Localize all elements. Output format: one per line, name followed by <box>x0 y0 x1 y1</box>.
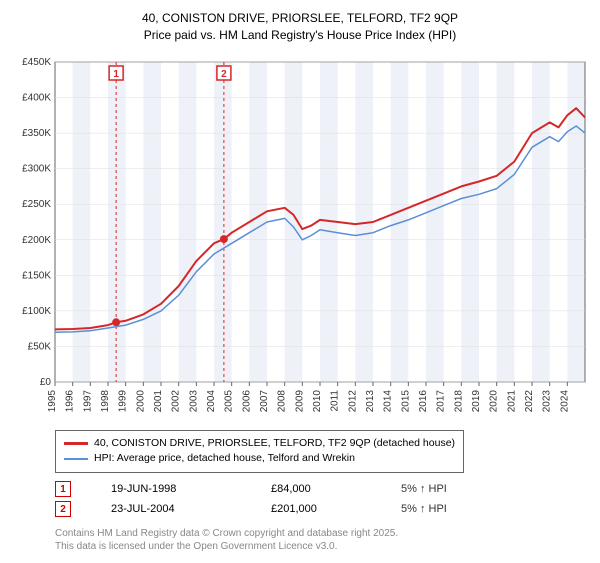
title-line2: Price paid vs. HM Land Registry's House … <box>10 27 590 44</box>
footer-line: This data is licensed under the Open Gov… <box>55 540 590 553</box>
footer-line: Contains HM Land Registry data © Crown c… <box>55 527 590 540</box>
svg-text:2019: 2019 <box>471 389 482 412</box>
legend-item: 40, CONISTON DRIVE, PRIORSLEE, TELFORD, … <box>64 436 455 452</box>
svg-text:2017: 2017 <box>436 389 447 412</box>
svg-text:2007: 2007 <box>259 389 270 412</box>
svg-text:2023: 2023 <box>542 389 553 412</box>
svg-text:2022: 2022 <box>524 389 535 412</box>
svg-text:£0: £0 <box>40 377 52 388</box>
svg-text:2012: 2012 <box>347 389 358 412</box>
legend-label: HPI: Average price, detached house, Telf… <box>94 451 355 467</box>
svg-text:2013: 2013 <box>365 389 376 412</box>
marker-date: 19-JUN-1998 <box>111 483 231 495</box>
marker-row: 2 23-JUL-2004 £201,000 5% ↑ HPI <box>55 501 590 517</box>
svg-text:1: 1 <box>113 69 119 80</box>
legend: 40, CONISTON DRIVE, PRIORSLEE, TELFORD, … <box>55 430 464 474</box>
marker-badge: 2 <box>55 501 71 517</box>
svg-text:2006: 2006 <box>241 389 252 412</box>
legend-item: HPI: Average price, detached house, Telf… <box>64 451 455 467</box>
svg-text:2003: 2003 <box>188 389 199 412</box>
marker-change: 5% ↑ HPI <box>401 503 521 515</box>
legend-swatch <box>64 442 88 445</box>
svg-text:2015: 2015 <box>400 389 411 412</box>
svg-text:£350K: £350K <box>22 128 51 139</box>
marker-price: £201,000 <box>271 503 361 515</box>
legend-swatch <box>64 458 88 460</box>
svg-text:£150K: £150K <box>22 270 51 281</box>
svg-text:£200K: £200K <box>22 234 51 245</box>
svg-text:2: 2 <box>221 69 227 80</box>
svg-text:2018: 2018 <box>453 389 464 412</box>
marker-row: 1 19-JUN-1998 £84,000 5% ↑ HPI <box>55 481 590 497</box>
svg-text:2020: 2020 <box>489 389 500 412</box>
svg-text:2014: 2014 <box>383 389 394 412</box>
footer-attribution: Contains HM Land Registry data © Crown c… <box>55 527 590 553</box>
svg-text:2024: 2024 <box>559 389 570 412</box>
svg-text:1997: 1997 <box>82 389 93 412</box>
svg-text:2004: 2004 <box>206 389 217 412</box>
price-chart: £0 £50K £100K £150K £200K £250K £300K £350K £400… <box>10 52 590 422</box>
marker-date: 23-JUL-2004 <box>111 503 231 515</box>
svg-text:1998: 1998 <box>100 389 111 412</box>
svg-text:1995: 1995 <box>47 389 58 412</box>
svg-text:£450K: £450K <box>22 57 51 68</box>
marker-table: 1 19-JUN-1998 £84,000 5% ↑ HPI 2 23-JUL-… <box>55 481 590 517</box>
marker-change: 5% ↑ HPI <box>401 483 521 495</box>
svg-text:2000: 2000 <box>135 389 146 412</box>
svg-text:2009: 2009 <box>294 389 305 412</box>
svg-text:2005: 2005 <box>224 389 235 412</box>
svg-text:2010: 2010 <box>312 389 323 412</box>
svg-text:2002: 2002 <box>171 389 182 412</box>
chart-title: 40, CONISTON DRIVE, PRIORSLEE, TELFORD, … <box>10 10 590 44</box>
svg-text:£100K: £100K <box>22 305 51 316</box>
marker-price: £84,000 <box>271 483 361 495</box>
svg-text:1996: 1996 <box>65 389 76 412</box>
svg-text:£250K: £250K <box>22 199 51 210</box>
svg-text:2021: 2021 <box>506 389 517 412</box>
svg-text:2011: 2011 <box>330 389 341 411</box>
svg-text:£300K: £300K <box>22 163 51 174</box>
svg-text:2008: 2008 <box>277 389 288 412</box>
legend-label: 40, CONISTON DRIVE, PRIORSLEE, TELFORD, … <box>94 436 455 452</box>
svg-text:1999: 1999 <box>118 389 129 412</box>
svg-text:£50K: £50K <box>28 341 52 352</box>
svg-text:£400K: £400K <box>22 92 51 103</box>
svg-text:2016: 2016 <box>418 389 429 412</box>
svg-text:2001: 2001 <box>153 389 164 412</box>
marker-badge: 1 <box>55 481 71 497</box>
title-line1: 40, CONISTON DRIVE, PRIORSLEE, TELFORD, … <box>10 10 590 27</box>
